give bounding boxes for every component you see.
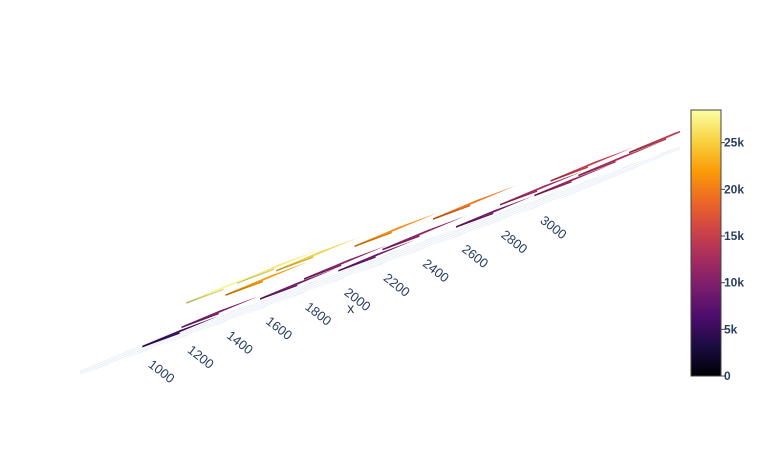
bar-top-face	[550, 147, 634, 181]
bar-front-face	[433, 204, 471, 220]
colorbar-ticks: 0 5k 10k 15k 20k 25k	[721, 136, 744, 383]
floor-gridline	[539, 146, 680, 207]
bar	[276, 237, 360, 272]
bar-top-face	[534, 164, 612, 195]
bar-top-face	[338, 239, 416, 271]
bar-top-face	[181, 296, 259, 327]
bar	[338, 239, 416, 272]
bar	[500, 171, 584, 206]
x-tick-label: 2600	[459, 241, 491, 271]
colorbar-tick-label: 25k	[724, 136, 744, 150]
bar-front-face	[260, 284, 298, 300]
floor-plane	[80, 146, 680, 376]
bar-front-face	[534, 181, 572, 197]
bar-top-face	[225, 261, 309, 295]
x-tick-label: 3000	[538, 213, 570, 243]
bar-front-face	[338, 256, 376, 272]
bars-group	[142, 130, 680, 348]
bar-front-face	[237, 268, 275, 284]
bar-front-face	[382, 235, 420, 251]
bar-front-face	[181, 312, 219, 328]
floor-gridline	[422, 181, 583, 250]
bar-top-face	[629, 130, 680, 152]
colorbar-tick-label: 15k	[724, 229, 744, 243]
floor-gridline	[382, 196, 544, 265]
x-tick-label: 2400	[420, 256, 452, 286]
floor-gridline	[186, 268, 348, 337]
bar-top-face	[382, 215, 466, 249]
x-axis-ticks: 1000 1200 1400 1600 1800 2000 2200 2400 2600 2800…	[146, 213, 570, 387]
x-tick-label: 1000	[146, 357, 178, 387]
floor-gridline	[500, 152, 662, 221]
floor-gridline	[265, 239, 427, 308]
bar-front-face	[629, 138, 667, 154]
floor-gridline	[343, 210, 505, 279]
x-tick-label: 2800	[498, 227, 530, 257]
bar-top-face	[354, 212, 438, 246]
bar-top-face	[304, 245, 388, 279]
floor-gridline	[461, 167, 623, 236]
bar	[237, 249, 321, 284]
x-tick-label: 1800	[302, 299, 334, 329]
bar	[354, 212, 438, 247]
bar-top-face	[456, 196, 533, 227]
bar-front-face	[276, 256, 314, 272]
x-axis-title: x	[347, 300, 354, 316]
bar	[578, 141, 662, 177]
bar-front-face	[354, 231, 392, 247]
colorbar-tick-label: 10k	[724, 276, 744, 290]
colorbar-tick-label: 0	[724, 369, 731, 383]
bar-top-face	[260, 268, 337, 299]
floor-gridline	[304, 224, 466, 293]
bar	[629, 130, 680, 154]
floor-gridline	[226, 253, 387, 322]
bar-top-face	[186, 269, 270, 303]
bar-front-face	[550, 166, 588, 182]
colorbar-tick-label: 20k	[724, 182, 744, 196]
bar	[456, 196, 533, 228]
colorbar-gradient	[690, 109, 722, 377]
bar	[181, 296, 259, 328]
bar-front-face	[186, 288, 224, 304]
bar-top-face	[433, 185, 517, 219]
x-tick-label: 1600	[263, 313, 295, 343]
scene-3d	[80, 130, 680, 376]
colorbar: 0 5k 10k 15k 20k 25k	[690, 109, 744, 383]
bar-front-face	[225, 280, 263, 296]
floor-gridline	[80, 311, 231, 376]
bar-top-face	[276, 237, 360, 270]
bar-front-face	[142, 332, 180, 348]
x-tick-label: 2200	[381, 270, 413, 300]
bar-top-face	[142, 315, 220, 346]
floor-gridline	[80, 340, 152, 372]
bar	[186, 269, 270, 304]
bar-top-face	[578, 141, 662, 175]
floor-gridline	[108, 296, 270, 365]
bar-front-face	[456, 212, 494, 228]
bar	[534, 164, 612, 197]
bar	[550, 147, 634, 182]
bar-top-face	[500, 171, 584, 205]
floor-gridline	[147, 282, 309, 351]
bar	[433, 185, 517, 220]
bar	[225, 261, 309, 296]
bar-front-face	[304, 264, 342, 280]
colorbar-tick-label: 5k	[724, 322, 738, 336]
x-tick-label: 1400	[224, 328, 256, 358]
bar	[382, 215, 466, 251]
bar-front-face	[500, 190, 538, 206]
bar	[304, 245, 388, 280]
bar-front-face	[578, 161, 616, 177]
bar	[142, 315, 220, 348]
bar	[260, 268, 337, 300]
x-tick-label: 1200	[185, 342, 217, 372]
